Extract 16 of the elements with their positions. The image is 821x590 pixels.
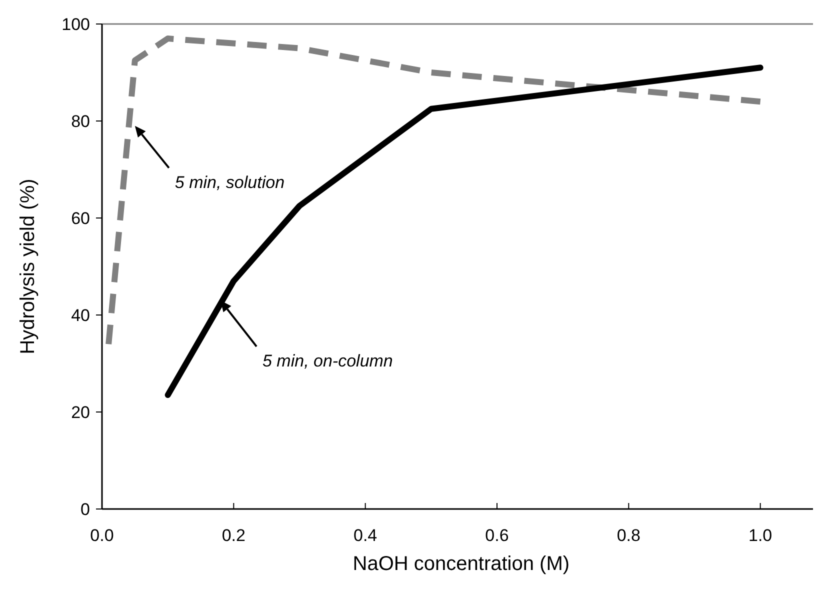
y-tick-label: 0 xyxy=(80,500,90,519)
annotation: 5 min, solution xyxy=(174,172,285,192)
y-tick-label: 80 xyxy=(71,112,90,131)
annotation: 5 min, on-column xyxy=(262,351,393,370)
x-axis-title: NaOH concentration (M) xyxy=(352,553,570,575)
x-tick-label: 0.2 xyxy=(222,526,246,545)
y-tick-label: 20 xyxy=(71,403,90,422)
y-tick-label: 60 xyxy=(71,209,90,228)
y-tick-label: 100 xyxy=(62,15,90,34)
x-tick-label: 0.8 xyxy=(616,526,640,545)
y-tick-label: 40 xyxy=(71,306,90,325)
x-tick-label: 0.4 xyxy=(354,526,378,545)
x-tick-label: 0.0 xyxy=(90,526,114,545)
x-tick-label: 0.6 xyxy=(485,526,509,545)
y-axis-title: Hydrolysis yield (%) xyxy=(17,178,39,354)
x-tick-label: 1.0 xyxy=(748,526,772,545)
